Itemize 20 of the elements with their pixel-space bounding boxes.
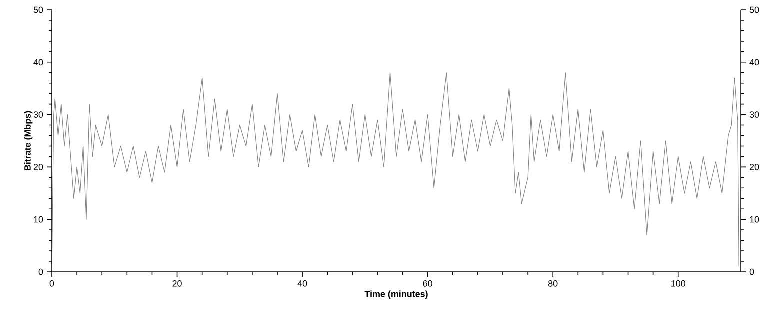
y2-tick-label: 0 bbox=[750, 268, 754, 276]
x-axis-title: Time (minutes) bbox=[364, 290, 428, 300]
x-tick-label: 60 bbox=[423, 280, 432, 287]
x-tick-label: 100 bbox=[672, 280, 686, 287]
x-tick-label: 0 bbox=[50, 280, 54, 287]
y-tick-label: 40 bbox=[34, 59, 44, 66]
y2-tick-label: 20 bbox=[750, 164, 760, 170]
x-tick-label: 80 bbox=[548, 280, 558, 287]
y2-tick-label: 50 bbox=[750, 6, 760, 14]
x-tick-label: 40 bbox=[298, 280, 308, 287]
y2-tick-label: 40 bbox=[750, 59, 760, 66]
y2-tick-label: 10 bbox=[750, 216, 760, 223]
x-tick-label: 20 bbox=[172, 280, 182, 287]
y2-tick-label: 30 bbox=[750, 112, 760, 118]
y-tick-label: 50 bbox=[34, 6, 44, 14]
y-tick-label: 20 bbox=[34, 164, 44, 170]
y-tick-label: 10 bbox=[34, 216, 44, 223]
y-tick-label: 30 bbox=[34, 112, 44, 118]
y-axis-title: Bitrate (Mbps) bbox=[24, 111, 33, 171]
y-tick-label: 0 bbox=[38, 268, 44, 276]
